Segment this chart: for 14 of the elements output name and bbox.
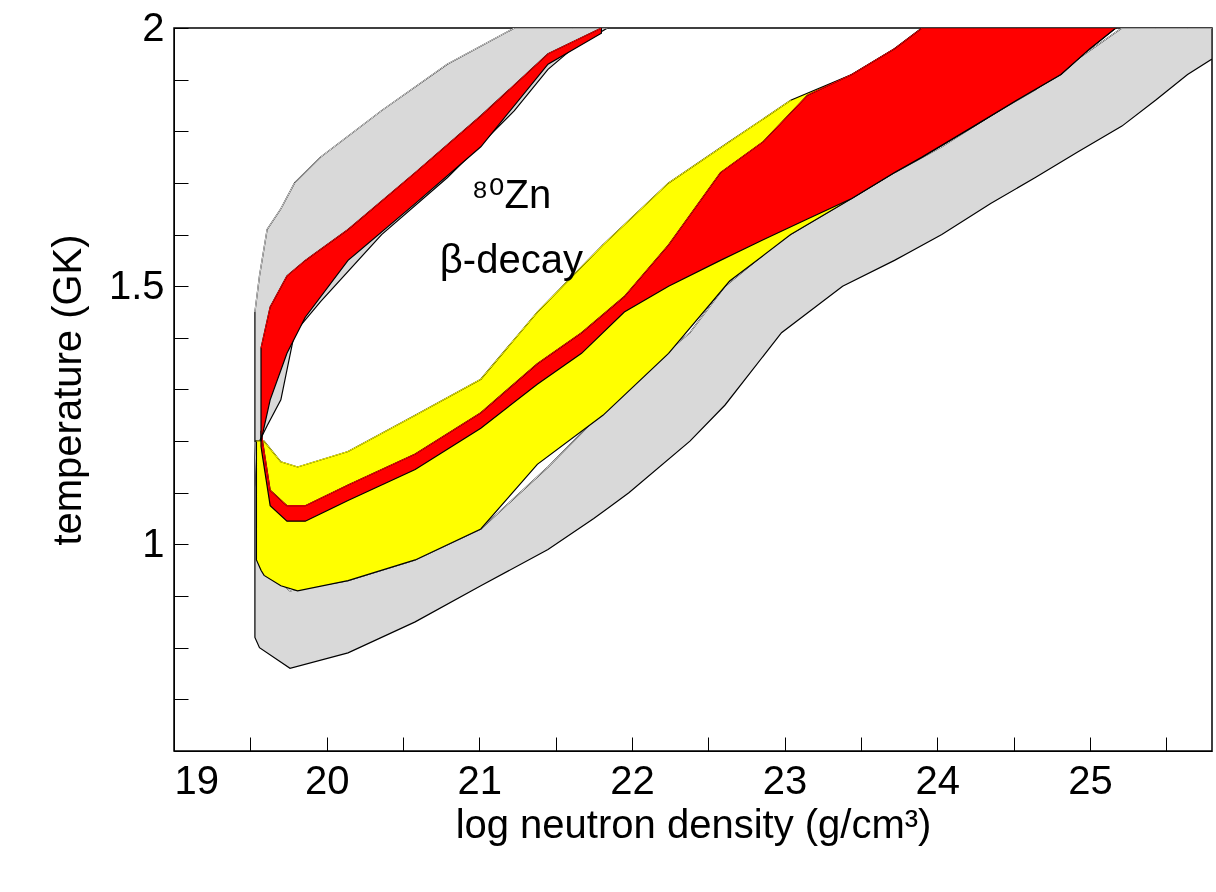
annotation: β-decay <box>439 236 583 281</box>
y-tick-label: 2 <box>142 4 165 49</box>
x-tick-label: 22 <box>610 757 655 802</box>
x-tick-label: 24 <box>915 757 960 802</box>
x-tick-label: 20 <box>304 757 350 802</box>
x-tick-label: 19 <box>174 757 219 802</box>
y-tick-label: 1.5 <box>108 262 165 307</box>
x-tick-label: 23 <box>762 757 808 802</box>
x-tick-label: 25 <box>1068 757 1113 802</box>
x-axis-title: log neutron density (g/cm³) <box>455 801 932 846</box>
y-tick-label: 1 <box>142 520 165 565</box>
annotation: ⁸⁰Zn <box>471 171 552 216</box>
y-axis-title: temperature (GK) <box>44 234 89 546</box>
x-tick-label: 21 <box>457 757 503 802</box>
